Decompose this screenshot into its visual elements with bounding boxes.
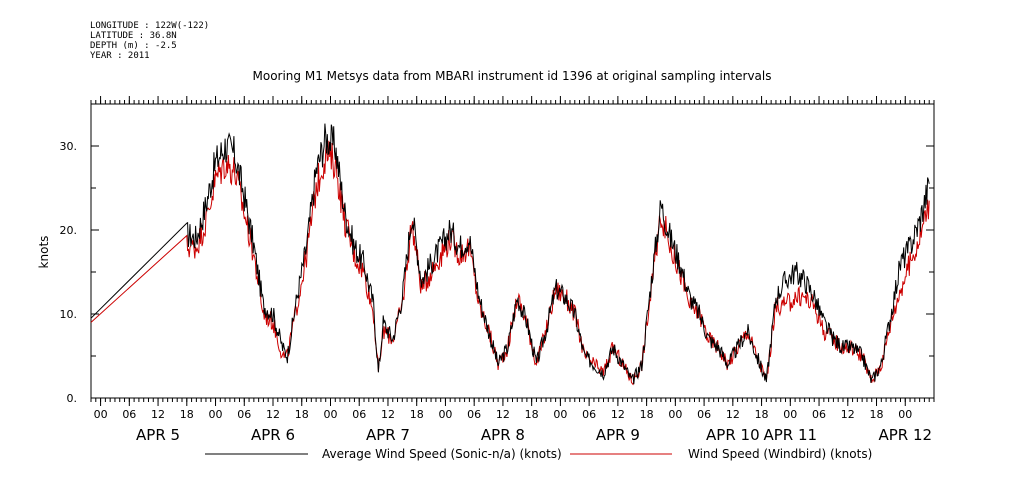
x-tick-label: 00 [553,408,567,421]
x-day-label: APR 9 [596,426,640,444]
y-axis-label: knots [37,236,51,269]
legend: Average Wind Speed (Sonic-n/a) (knots) W… [205,447,872,461]
x-tick-label: 12 [496,408,510,421]
x-tick-label: 06 [237,408,251,421]
x-tick-label: 06 [582,408,596,421]
x-tick-label: 18 [755,408,769,421]
x-tick-label: 18 [295,408,309,421]
x-tick-label: 18 [410,408,424,421]
station-metadata: LONGITUDE : 122W(-122) LATITUDE : 36.8N … [90,21,209,61]
x-tick-label: 18 [180,408,194,421]
x-tick-label: 18 [640,408,654,421]
x-tick-label: 00 [209,408,223,421]
x-tick-label: 06 [812,408,826,421]
x-day-label: APR 6 [251,426,295,444]
legend-label-windbird: Wind Speed (Windbird) (knots) [688,447,872,461]
x-tick-label: 00 [94,408,108,421]
y-tick-label: 20. [60,224,78,237]
chart-title: Mooring M1 Metsys data from MBARI instru… [253,69,772,83]
x-tick-label: 00 [668,408,682,421]
x-day-label: APR 12 [878,426,932,444]
x-tick-label: 00 [898,408,912,421]
year-label: YEAR : 2011 [90,51,150,61]
x-tick-label: 00 [323,408,337,421]
axis-ticks: 00 06 12 18 00 06 12 18 00 06 12 18 00 06 12 18 00 06 12 18… [60,96,935,444]
legend-label-sonic: Average Wind Speed (Sonic-n/a) (knots) [322,447,562,461]
depth-label: DEPTH (m) : -2.5 [90,41,177,51]
x-tick-label: 12 [151,408,165,421]
x-tick-label: 18 [870,408,884,421]
y-tick-label: 0. [67,392,78,405]
x-day-label: APR 11 [764,426,818,444]
y-tick-label: 10. [60,308,78,321]
x-day-label: APR 5 [136,426,180,444]
x-tick-label: 18 [525,408,539,421]
series-lines [90,123,930,386]
x-tick-label: 12 [726,408,740,421]
x-day-label: APR 8 [481,426,525,444]
x-tick-label: 12 [381,408,395,421]
x-tick-label: 06 [467,408,481,421]
longitude-label: LONGITUDE : 122W(-122) [90,21,210,31]
x-tick-label: 12 [841,408,855,421]
latitude-label: LATITUDE : 36.8N [90,31,177,41]
series-line-windbird [90,140,930,386]
x-tick-label: 12 [611,408,625,421]
x-tick-label: 12 [266,408,280,421]
y-tick-label: 30. [60,140,78,153]
x-tick-label: 00 [783,408,797,421]
x-day-label: APR 10 [706,426,760,444]
x-tick-label: 06 [697,408,711,421]
x-day-label: APR 7 [366,426,410,444]
x-tick-label: 00 [438,408,452,421]
series-line-sonic [90,123,930,385]
x-tick-label: 06 [122,408,136,421]
x-tick-label: 06 [352,408,366,421]
